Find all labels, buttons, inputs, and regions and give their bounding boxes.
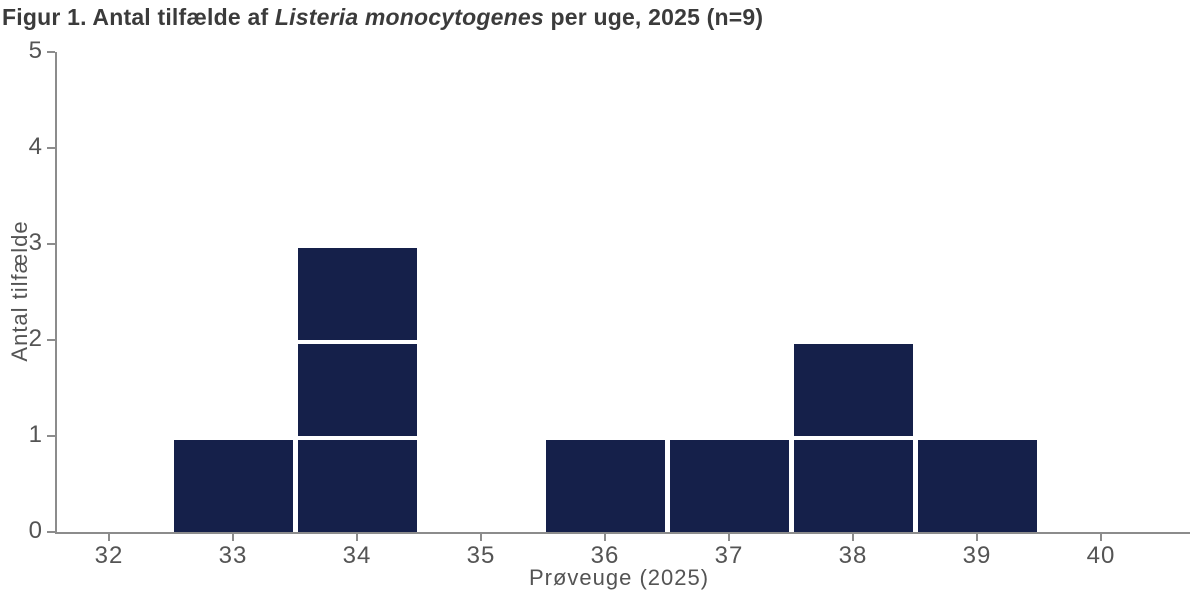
figure-title-suffix: per uge, 2025 (n=9) <box>543 4 764 30</box>
figure-title: Figur 1. Antal tilfælde af Listeria mono… <box>2 4 763 31</box>
bar-week-37 <box>670 53 789 532</box>
bar-week-34 <box>298 53 417 532</box>
x-tick-label: 36 <box>590 542 620 569</box>
bar-unit-block <box>670 440 789 532</box>
x-tick-mark <box>976 534 978 541</box>
bar-unit-block <box>918 440 1037 532</box>
bar-unit-block <box>794 440 913 532</box>
x-tick-mark <box>232 534 234 541</box>
x-tick-mark <box>356 534 358 541</box>
bar-week-38 <box>794 53 913 532</box>
y-axis-line <box>55 52 57 534</box>
bar-week-36 <box>546 53 665 532</box>
x-tick-label: 39 <box>962 542 992 569</box>
x-tick-label: 40 <box>1086 542 1116 569</box>
x-tick-mark <box>728 534 730 541</box>
x-tick-mark <box>604 534 606 541</box>
y-axis-title: Antal tilfælde <box>7 220 32 362</box>
y-tick-mark <box>47 531 55 533</box>
plot-area: 32 33 34 35 36 37 38 39 40 0 1 2 3 4 5 <box>29 37 1190 569</box>
y-tick-label: 4 <box>28 133 43 160</box>
x-tick-mark <box>480 534 482 541</box>
x-tick-label: 32 <box>94 542 124 569</box>
bar-unit-block <box>298 344 417 436</box>
bar-unit-block <box>174 440 293 532</box>
y-tick-label: 5 <box>28 37 43 64</box>
y-tick-label: 0 <box>28 517 43 544</box>
y-tick-label: 2 <box>28 325 43 352</box>
x-tick-label: 35 <box>466 542 496 569</box>
x-tick-mark <box>108 534 110 541</box>
bar-week-33 <box>174 53 293 532</box>
x-tick-mark <box>1100 534 1102 541</box>
figure-title-italic: Listeria monocytogenes <box>274 4 544 30</box>
x-tick-label: 38 <box>838 542 868 569</box>
y-tick-mark <box>47 339 55 341</box>
x-tick-label: 33 <box>218 542 248 569</box>
bar-unit-block <box>546 440 665 532</box>
y-tick-mark <box>47 435 55 437</box>
bar-unit-block <box>298 440 417 532</box>
y-tick-mark <box>47 243 55 245</box>
bar-unit-block <box>298 248 417 340</box>
x-tick-mark <box>852 534 854 541</box>
y-tick-label: 3 <box>28 229 43 256</box>
bar-unit-block <box>794 344 913 436</box>
y-tick-mark <box>47 51 55 53</box>
bar-week-39 <box>918 53 1037 532</box>
x-tick-label: 34 <box>342 542 372 569</box>
y-tick-label: 1 <box>28 421 43 448</box>
y-tick-mark <box>47 147 55 149</box>
figure-title-prefix: Figur 1. Antal tilfælde af <box>2 4 275 30</box>
x-axis-line <box>55 532 1190 534</box>
x-axis-title: Prøveuge (2025) <box>528 565 710 590</box>
x-tick-label: 37 <box>714 542 744 569</box>
